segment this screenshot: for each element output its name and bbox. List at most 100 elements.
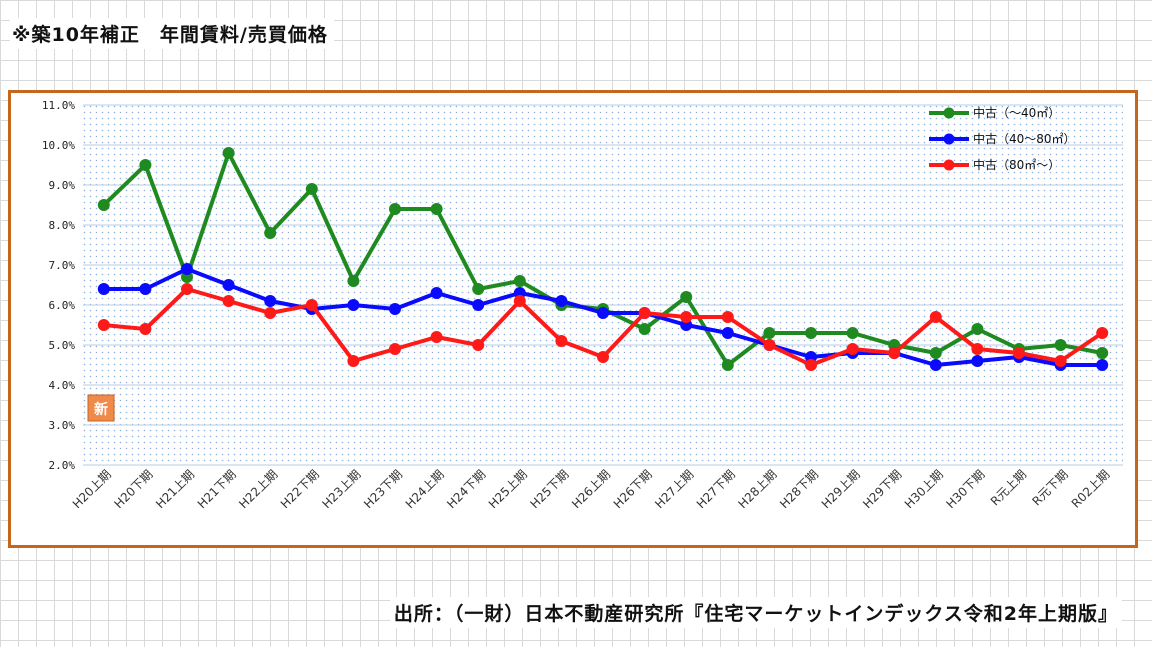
x-tick-label: H24上期 [403,467,447,511]
data-point [139,283,152,295]
new-badge: 新 [87,394,115,422]
legend-label: 中古（80㎡～） [973,157,1060,172]
data-point [763,327,776,339]
data-point [139,159,152,171]
y-tick-label: 9.0% [49,179,76,192]
data-point [680,291,693,303]
legend: 中古（～40㎡） 中古（40～80㎡） 中古（80㎡～） [929,105,1076,172]
y-tick-label: 8.0% [49,219,76,232]
x-tick-label: H29下期 [860,467,904,511]
data-point [929,359,942,371]
data-point [846,343,859,355]
data-point [389,203,401,215]
legend-marker [943,107,955,119]
x-tick-label: H25上期 [486,467,530,511]
data-point [555,335,568,347]
data-point [222,295,235,307]
legend-label: 中古（40～80㎡） [973,131,1076,146]
data-point [971,343,984,355]
x-tick-label: H21下期 [195,467,239,511]
data-point [846,327,859,339]
data-point [472,283,485,295]
x-tick-label: H22上期 [236,467,280,511]
x-tick-label: R02上期 [1069,467,1113,511]
data-point [181,283,193,295]
x-tick-label: H29上期 [819,467,863,511]
data-point [888,347,901,359]
legend-marker [943,133,955,145]
data-point [971,323,984,335]
data-point [1096,327,1109,339]
data-point [1096,347,1109,359]
x-tick-label: H30下期 [943,467,987,511]
data-point [763,339,776,351]
x-tick-label: H27下期 [694,467,738,511]
data-point [1096,359,1109,371]
x-tick-label: R元下期 [1029,467,1070,508]
plot-area [83,105,1123,465]
x-tick-label: H20下期 [111,467,155,511]
x-tick-label: H28下期 [777,467,821,511]
x-tick-label: R元上期 [988,467,1029,508]
data-point [97,283,110,295]
x-axis: H20上期H20下期H21上期H21下期H22上期H22下期H23上期H23下期… [70,467,1112,511]
data-point [430,287,443,299]
data-point [929,311,942,323]
data-point [721,327,734,339]
x-tick-label: H28上期 [735,467,779,511]
data-point [139,323,152,335]
data-point [389,303,401,315]
data-point [805,359,817,371]
data-point [638,323,651,335]
data-point [181,263,193,275]
legend-marker [943,159,955,171]
x-tick-label: H26上期 [569,467,613,511]
data-point [638,307,651,319]
y-tick-label: 4.0% [49,379,76,392]
data-point [597,351,609,363]
x-tick-label: H25下期 [527,467,571,511]
data-point [264,307,277,319]
data-point [680,311,693,323]
series-group [97,147,1109,371]
x-tick-label: H23上期 [319,467,363,511]
data-point [222,147,235,159]
chart-frame: 2.0% 3.0% 4.0% 5.0% 6.0% 7.0% 8.0% 9.0% 10.0% 11.… [8,90,1138,548]
y-tick-label: 3.0% [49,419,76,432]
y-tick-label: 5.0% [49,339,76,352]
data-point [1054,355,1067,367]
data-point [222,279,235,291]
data-point [97,319,110,331]
x-tick-label: H24下期 [444,467,488,511]
x-tick-label: H22下期 [278,467,322,511]
y-tick-label: 2.0% [49,459,76,472]
data-point [597,307,609,319]
data-point [472,339,485,351]
x-tick-label: H23下期 [361,467,405,511]
data-point [305,183,318,195]
data-point [430,331,443,343]
y-tick-label: 11.0% [42,99,75,112]
new-badge-text: 新 [94,401,108,418]
data-point [1013,347,1025,359]
data-point [264,295,277,307]
data-point [721,359,734,371]
page-title: ※築10年補正 年間賃料/売買価格 [10,18,334,49]
data-point [929,347,942,359]
data-point [347,355,360,367]
x-tick-label: H21上期 [153,467,197,511]
y-tick-label: 7.0% [49,259,76,272]
series-3 [97,283,1109,371]
data-point [472,299,485,311]
y-axis: 2.0% 3.0% 4.0% 5.0% 6.0% 7.0% 8.0% 9.0% 10.0% 11.… [42,99,75,472]
data-point [555,295,568,307]
data-point [430,203,443,215]
x-tick-label: H26下期 [611,467,655,511]
data-point [971,355,984,367]
data-point [347,275,360,287]
data-point [97,199,110,211]
data-point [1054,339,1067,351]
data-point [389,343,401,355]
data-point [264,227,277,239]
line-chart: 2.0% 3.0% 4.0% 5.0% 6.0% 7.0% 8.0% 9.0% 10.0% 11.… [42,99,1123,511]
